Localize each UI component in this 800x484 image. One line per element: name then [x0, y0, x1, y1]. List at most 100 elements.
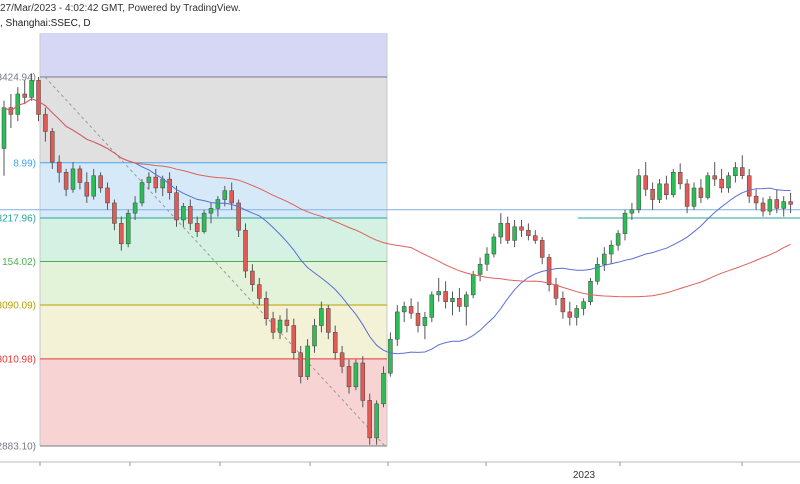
candle-body[interactable] [560, 298, 566, 313]
candle-body[interactable] [622, 212, 628, 234]
candle-body[interactable] [222, 190, 228, 200]
candle-body[interactable] [263, 298, 269, 319]
candle-body[interactable] [346, 366, 352, 388]
candle-body[interactable] [305, 345, 310, 377]
candle-body[interactable] [194, 223, 200, 232]
candle-body[interactable] [146, 176, 152, 183]
candle-body[interactable] [684, 183, 690, 207]
candle-body[interactable] [236, 202, 241, 231]
candle-body[interactable] [98, 175, 103, 189]
candle-body[interactable] [519, 226, 524, 231]
candle-body[interactable] [588, 281, 593, 302]
candle-body[interactable] [464, 294, 469, 307]
candle-body[interactable] [457, 298, 462, 307]
candle-body[interactable] [367, 400, 372, 439]
candle-body[interactable] [43, 114, 48, 132]
candle-body[interactable] [553, 284, 559, 299]
candle-body[interactable] [381, 372, 386, 405]
candle-body[interactable] [746, 175, 752, 197]
candle-body[interactable] [415, 313, 421, 326]
candle-body[interactable] [705, 175, 711, 198]
candle-body[interactable] [767, 199, 773, 212]
candle-body[interactable] [602, 253, 607, 265]
candle-body[interactable] [408, 306, 414, 314]
candle-body[interactable] [512, 226, 517, 241]
candle-body[interactable] [436, 291, 441, 296]
candle-body[interactable] [339, 352, 345, 367]
candle-body[interactable] [574, 308, 579, 318]
candle-body[interactable] [125, 212, 131, 245]
candle-body[interactable] [429, 294, 435, 318]
candle-body[interactable] [422, 317, 428, 326]
candle-body[interactable] [215, 199, 221, 209]
candle-body[interactable] [36, 80, 41, 115]
candle-body[interactable] [781, 201, 786, 209]
candle-body[interactable] [374, 403, 379, 439]
candle-body[interactable] [84, 182, 90, 197]
candle-body[interactable] [450, 298, 455, 302]
candle-body[interactable] [112, 202, 117, 224]
candle-body[interactable] [498, 223, 504, 238]
candle-body[interactable] [539, 240, 545, 258]
candle-body[interactable] [774, 199, 780, 209]
candle-body[interactable] [401, 306, 407, 313]
candle-body[interactable] [298, 352, 303, 377]
candle-body[interactable] [132, 202, 138, 214]
candle-body[interactable] [1, 107, 7, 149]
candle-body[interactable] [581, 301, 586, 309]
candle-body[interactable] [629, 209, 635, 214]
candle-body[interactable] [484, 253, 490, 265]
candle-body[interactable] [332, 332, 338, 354]
candle-body[interactable] [15, 93, 21, 115]
candle-body[interactable] [636, 175, 642, 211]
candle-body[interactable] [91, 175, 96, 197]
candle-body[interactable] [181, 206, 186, 221]
candle-body[interactable] [201, 212, 207, 232]
candle-body[interactable] [257, 284, 262, 299]
candle-body[interactable] [546, 257, 552, 285]
candle-body[interactable] [22, 93, 27, 98]
candle-body[interactable] [615, 233, 621, 246]
candle-body[interactable] [208, 208, 214, 214]
candle-body[interactable] [250, 270, 255, 285]
candle-body[interactable] [229, 190, 234, 204]
candle-body[interactable] [312, 325, 317, 347]
candle-body[interactable] [677, 172, 683, 185]
candle-body[interactable] [491, 236, 497, 255]
candle-body[interactable] [733, 167, 738, 176]
candle-body[interactable] [174, 192, 179, 221]
candle-body[interactable] [608, 244, 614, 255]
candle-body[interactable] [326, 308, 331, 333]
candle-body[interactable] [567, 311, 573, 318]
candle-body[interactable] [277, 319, 283, 333]
candle-body[interactable] [284, 319, 290, 326]
candle-body[interactable] [291, 325, 297, 354]
candle-body[interactable] [671, 172, 676, 196]
candle-body[interactable] [788, 201, 793, 205]
candle-body[interactable] [56, 161, 62, 173]
candle-body[interactable] [477, 263, 483, 275]
candle-body[interactable] [77, 168, 83, 183]
candle-body[interactable] [740, 167, 745, 176]
candle-body[interactable] [760, 202, 766, 212]
candle-body[interactable] [50, 131, 55, 163]
candle-body[interactable] [470, 274, 476, 296]
candle-body[interactable] [698, 187, 704, 198]
candle-body[interactable] [188, 206, 193, 224]
candle-body[interactable] [712, 175, 717, 180]
candle-body[interactable] [360, 362, 366, 401]
candle-body[interactable] [319, 308, 324, 326]
candle-body[interactable] [388, 338, 393, 374]
candle-body[interactable] [726, 175, 731, 189]
candle-body[interactable] [664, 183, 669, 196]
candle-body[interactable] [533, 235, 538, 241]
candle-body[interactable] [753, 195, 759, 204]
candle-body[interactable] [243, 229, 248, 272]
candle-body[interactable] [105, 187, 110, 204]
candle-body[interactable] [29, 80, 34, 98]
candle-body[interactable] [691, 187, 697, 207]
candle-body[interactable] [70, 168, 76, 190]
candle-body[interactable] [153, 176, 159, 189]
candle-body[interactable] [63, 172, 69, 190]
